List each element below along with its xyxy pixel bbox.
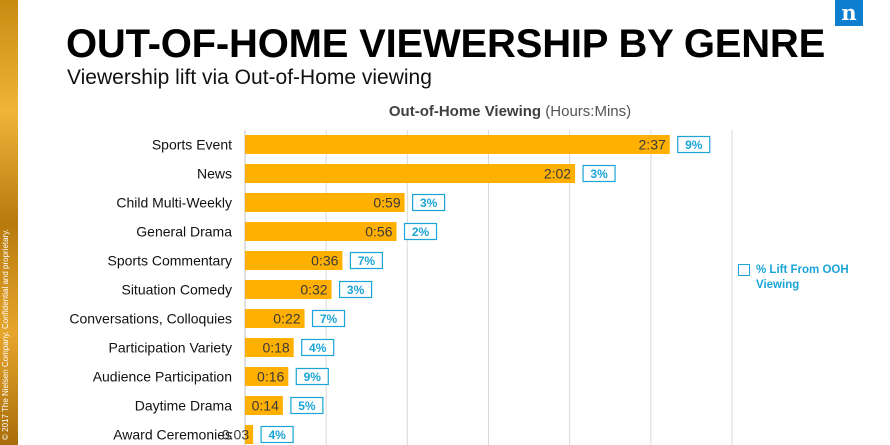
lift-percent-label: 5%	[298, 399, 316, 413]
bar	[245, 396, 283, 415]
bar	[245, 280, 332, 299]
bar	[245, 367, 289, 386]
lift-percent-label: 3%	[420, 196, 438, 210]
bar-value-label: 0:18	[262, 340, 289, 356]
bar-value-label: 0:03	[222, 427, 249, 443]
bar	[245, 309, 305, 328]
lift-percent-label: 7%	[358, 254, 376, 268]
bar	[245, 222, 397, 241]
lift-box	[260, 425, 294, 444]
category-label: Audience Participation	[93, 369, 232, 385]
category-label: Daytime Drama	[135, 398, 232, 414]
category-label: Situation Comedy	[121, 282, 232, 298]
category-label: Sports Commentary	[108, 253, 232, 269]
bar	[245, 164, 576, 183]
lift-percent-label: 9%	[304, 370, 322, 384]
bar-value-label: 0:22	[273, 311, 300, 327]
bar-value-label: 0:16	[257, 369, 284, 385]
lift-box	[295, 367, 329, 386]
lift-box	[338, 280, 373, 299]
lift-box	[290, 396, 324, 415]
category-label: Conversations, Colloquies	[69, 311, 232, 327]
bar	[245, 135, 670, 154]
lift-box	[301, 338, 335, 357]
legend-label: % Lift From OOH Viewing	[756, 264, 849, 291]
category-label: Sports Event	[152, 137, 232, 153]
lift-box	[311, 309, 346, 328]
bar-value-label: 0:59	[373, 195, 400, 211]
bar-value-label: 0:36	[311, 253, 338, 269]
lift-percent-label: 4%	[309, 341, 327, 355]
lift-percent-label: 3%	[590, 167, 608, 181]
category-label: Participation Variety	[109, 340, 232, 356]
chart-title-main: Out-of-Home Viewing	[389, 103, 541, 120]
bar-value-label: 2:02	[544, 166, 571, 182]
lift-box	[403, 222, 438, 241]
legend-swatch	[738, 264, 750, 276]
decorative-side-band	[0, 0, 18, 445]
chart-title-units: (Hours:Mins)	[541, 103, 631, 120]
lift-percent-label: 2%	[412, 225, 430, 239]
category-label: Child Multi-Weekly	[116, 195, 232, 211]
lift-percent-label: 4%	[268, 428, 286, 442]
lift-box	[677, 135, 711, 154]
category-label: News	[197, 166, 232, 182]
bar	[245, 193, 405, 212]
category-label: Award Ceremonies	[113, 427, 232, 443]
bars: Sports Event 2:37 9% News 2:02 3% Child Multi-…	[69, 135, 711, 444]
lift-box	[349, 251, 383, 270]
slide-title: OUT-OF-HOME VIEWERSHIP BY GENRE	[66, 22, 826, 66]
lift-percent-label: 9%	[685, 138, 703, 152]
slide-subtitle: Viewership lift via Out-of-Home viewing	[67, 66, 432, 89]
lift-percent-label: 7%	[320, 312, 338, 326]
lift-percent-label: 3%	[347, 283, 365, 297]
nielsen-logo: n	[835, 0, 863, 26]
lift-box	[412, 193, 446, 212]
bar-value-label: 0:32	[300, 282, 327, 298]
category-label: General Drama	[136, 224, 232, 240]
bar	[245, 338, 294, 357]
bar-value-label: 0:56	[365, 224, 392, 240]
bar	[245, 251, 343, 270]
bar-value-label: 2:37	[639, 137, 666, 153]
bar	[245, 425, 254, 444]
chart-title: Out-of-Home Viewing (Hours:Mins)	[389, 103, 631, 120]
lift-box	[582, 164, 616, 183]
bar-value-label: 0:14	[252, 398, 279, 414]
